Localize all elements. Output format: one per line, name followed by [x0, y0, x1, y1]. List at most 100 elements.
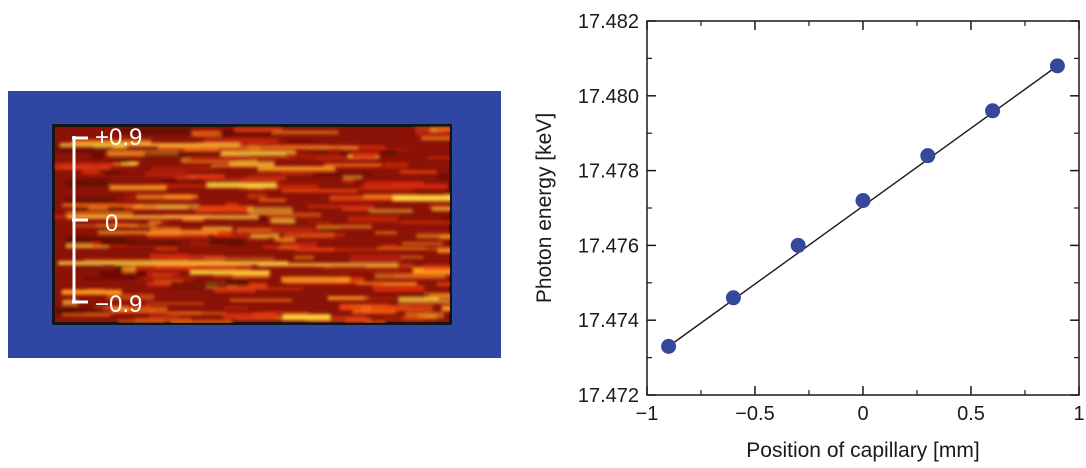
streak — [109, 158, 130, 163]
streak — [415, 130, 450, 136]
streak — [363, 194, 417, 199]
streak — [149, 312, 178, 318]
streak — [356, 282, 417, 285]
streak — [135, 276, 194, 282]
axis-ticks — [646, 20, 1080, 396]
streak — [304, 172, 372, 177]
streak — [365, 320, 386, 323]
streak — [220, 150, 296, 156]
streak — [146, 281, 170, 287]
detector-svg — [52, 124, 452, 325]
streak — [424, 292, 450, 299]
streak — [213, 231, 252, 239]
streak — [83, 277, 142, 280]
streak — [285, 152, 348, 160]
streak — [280, 220, 330, 224]
streak — [72, 139, 152, 145]
streak — [54, 307, 112, 314]
streak — [361, 306, 380, 313]
streak — [112, 306, 129, 312]
streak — [392, 194, 450, 202]
streak — [224, 306, 248, 310]
streak — [247, 193, 267, 199]
streak — [274, 237, 295, 242]
streak — [428, 204, 450, 209]
streak — [109, 184, 167, 191]
streak — [436, 282, 450, 286]
x-tick-label: 1 — [1073, 403, 1084, 425]
scale-label-bottom: −0.9 — [95, 291, 143, 318]
streak — [423, 264, 450, 271]
streak — [252, 311, 309, 314]
streak — [120, 134, 139, 137]
streak — [89, 228, 119, 231]
streak — [113, 161, 139, 166]
streak — [62, 299, 78, 306]
streak — [381, 248, 450, 251]
streak — [442, 217, 450, 224]
streak — [170, 319, 233, 323]
streak — [229, 161, 275, 168]
scale-label-middle: 0 — [105, 210, 119, 237]
streak — [295, 247, 335, 252]
streak — [281, 276, 350, 283]
streak — [400, 170, 437, 174]
bright-streak — [60, 143, 240, 147]
data-point — [920, 148, 936, 164]
y-tick-label: 17.474 — [578, 310, 639, 332]
streak — [159, 179, 240, 183]
spectral-streaks — [54, 127, 450, 323]
streak — [191, 156, 250, 161]
detector-image: +0.9 0 −0.9 — [8, 91, 501, 358]
streak — [329, 195, 404, 201]
streak — [412, 267, 450, 274]
streak — [294, 255, 314, 260]
streak — [418, 313, 437, 320]
streak — [374, 273, 446, 279]
bright-streak — [258, 263, 398, 267]
streak — [82, 170, 105, 175]
streak — [84, 148, 109, 151]
streak — [238, 157, 293, 160]
streak — [151, 274, 172, 277]
streak — [209, 238, 245, 246]
x-tick-label: 0 — [857, 403, 868, 425]
streak — [377, 148, 411, 151]
streak — [386, 184, 448, 189]
streak — [316, 225, 372, 229]
streak — [400, 221, 450, 224]
streak — [88, 205, 108, 211]
streak — [398, 297, 439, 301]
streak — [167, 311, 203, 315]
streak — [444, 191, 450, 196]
streak — [375, 231, 398, 235]
streak — [134, 317, 192, 323]
streak — [133, 205, 188, 210]
data-point — [790, 237, 806, 253]
streak — [211, 164, 252, 167]
streak — [342, 207, 370, 211]
streak — [259, 198, 286, 202]
streak — [372, 284, 425, 292]
streak — [307, 204, 375, 208]
streak — [182, 219, 204, 222]
streak — [391, 263, 415, 266]
streak — [65, 180, 109, 186]
streak — [441, 305, 450, 312]
streak — [106, 294, 155, 300]
y-tick-label: 17.472 — [578, 385, 639, 407]
streak — [91, 153, 105, 159]
streak — [284, 231, 335, 239]
streak — [204, 138, 279, 144]
streak — [342, 147, 386, 153]
streak — [202, 226, 233, 230]
streak — [437, 247, 450, 253]
streak — [170, 281, 227, 288]
data-point — [855, 193, 871, 209]
streak — [439, 235, 450, 240]
streak — [271, 228, 321, 234]
streak — [282, 314, 331, 321]
streak — [253, 313, 277, 318]
streak — [120, 127, 192, 135]
